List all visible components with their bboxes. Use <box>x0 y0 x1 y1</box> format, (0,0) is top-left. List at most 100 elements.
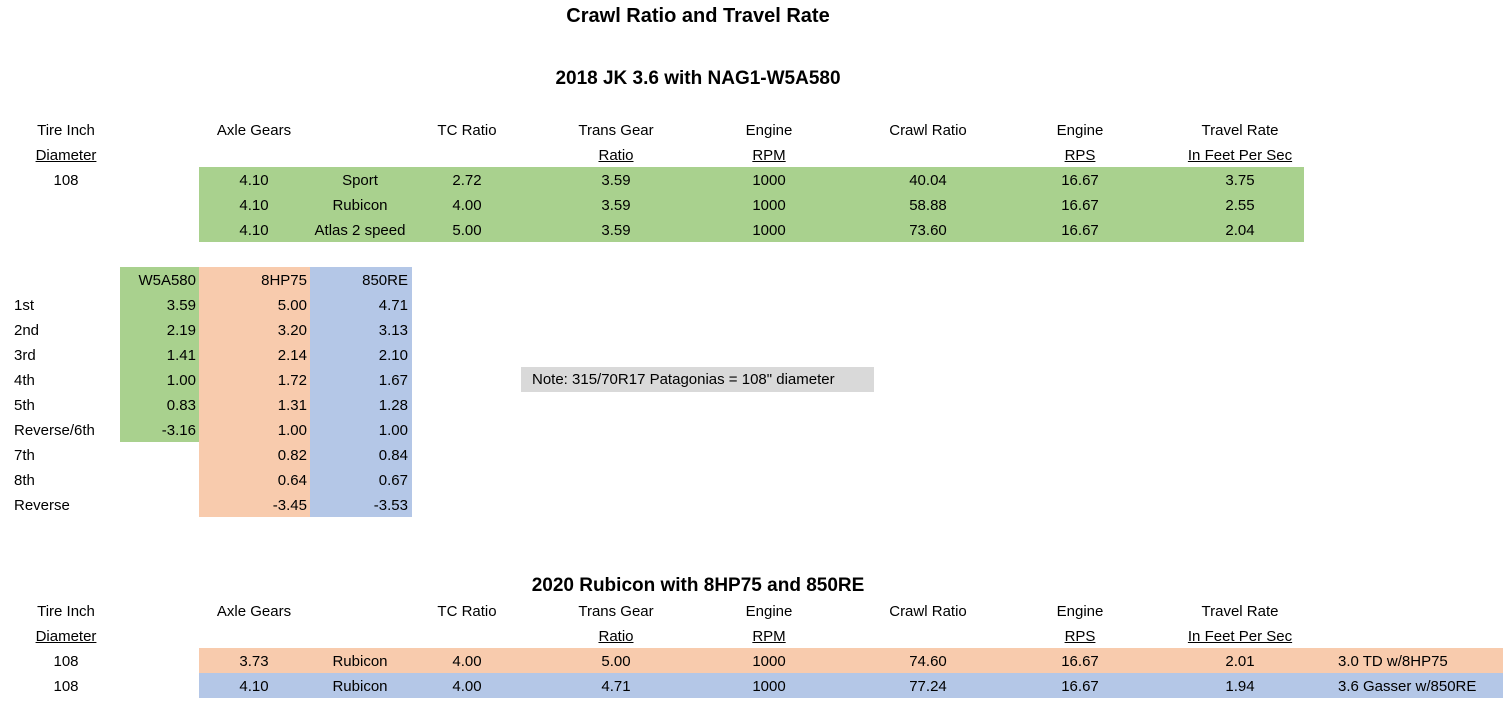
cell-rps: 16.67 <box>1061 653 1099 670</box>
header-trans-line1: Trans Gear <box>578 603 654 620</box>
gear-8hp75: 1.31 <box>277 397 307 414</box>
cell-travel: 2.55 <box>1225 197 1255 214</box>
cell-travel: 2.04 <box>1225 222 1255 239</box>
cell-rps: 16.67 <box>1061 678 1099 695</box>
gear-8hp75: 0.64 <box>277 472 307 489</box>
cell-rpm: 1000 <box>752 222 786 239</box>
cell-transfer: Atlas 2 speed <box>314 222 406 239</box>
cell-rps: 16.67 <box>1061 197 1099 214</box>
header-rpm-line2: RPM <box>752 147 786 164</box>
section1-data-fill <box>199 167 1304 242</box>
header-axle: Axle Gears <box>216 122 292 139</box>
gear-label: 7th <box>14 447 35 464</box>
cell-transfer: Rubicon <box>332 197 388 214</box>
gear-col-header-850re: 850RE <box>362 272 408 289</box>
cell-rps: 16.67 <box>1061 172 1099 189</box>
header-rps-line2: RPS <box>1064 628 1096 645</box>
gear-w5a580: 1.00 <box>166 372 196 389</box>
cell-trans: 3.59 <box>601 172 631 189</box>
header-rpm-line1: Engine <box>745 122 793 139</box>
cell-config-label: 3.0 TD w/8HP75 <box>1338 653 1448 670</box>
gear-w5a580: 3.59 <box>166 297 196 314</box>
section2-row2-fill <box>199 673 1503 698</box>
gear-8hp75: 2.14 <box>277 347 307 364</box>
header-rpm-line1: Engine <box>745 603 793 620</box>
gear-8hp75: 0.82 <box>277 447 307 464</box>
cell-trans: 4.71 <box>601 678 631 695</box>
gear-850re: 0.67 <box>378 472 408 489</box>
cell-rpm: 1000 <box>752 172 786 189</box>
header-axle: Axle Gears <box>216 603 292 620</box>
header-rps-line1: Engine <box>1056 603 1104 620</box>
cell-crawl: 58.88 <box>909 197 947 214</box>
cell-crawl: 40.04 <box>909 172 947 189</box>
gear-w5a580: 1.41 <box>166 347 196 364</box>
gear-label: 5th <box>14 397 35 414</box>
cell-axle: 4.10 <box>239 222 269 239</box>
cell-tc: 5.00 <box>452 222 482 239</box>
header-travel-line1: Travel Rate <box>1201 122 1279 139</box>
header-tire-line2: Diameter <box>35 147 97 164</box>
gear-col-850re-fill <box>310 267 412 517</box>
header-travel-line1: Travel Rate <box>1201 603 1279 620</box>
cell-axle: 4.10 <box>239 172 269 189</box>
gear-850re: 1.00 <box>378 422 408 439</box>
section2-row1-fill <box>199 648 1503 673</box>
header-trans-line2: Ratio <box>598 628 634 645</box>
note-box <box>521 367 874 392</box>
cell-tc: 2.72 <box>452 172 482 189</box>
header-tc: TC Ratio <box>437 603 497 620</box>
gear-col-8hp75-fill <box>199 267 310 517</box>
gear-col-header-w5a580: W5A580 <box>138 272 196 289</box>
gear-col-header-8hp75: 8HP75 <box>261 272 307 289</box>
cell-rpm: 1000 <box>752 653 786 670</box>
page-title: Crawl Ratio and Travel Rate <box>566 5 830 27</box>
cell-travel: 1.94 <box>1225 678 1255 695</box>
header-crawl: Crawl Ratio <box>889 603 967 620</box>
header-rps-line2: RPS <box>1064 147 1096 164</box>
header-trans-line1: Trans Gear <box>578 122 654 139</box>
header-tire-line2: Diameter <box>35 628 97 645</box>
header-rpm-line2: RPM <box>752 628 786 645</box>
header-trans-line2: Ratio <box>598 147 634 164</box>
gear-850re: 1.28 <box>378 397 408 414</box>
gear-8hp75: 5.00 <box>277 297 307 314</box>
gear-label: 8th <box>14 472 35 489</box>
gear-label: 2nd <box>14 322 40 339</box>
gear-8hp75: 1.00 <box>277 422 307 439</box>
gear-850re: 3.13 <box>378 322 408 339</box>
gear-8hp75: -3.45 <box>272 497 307 514</box>
cell-transfer: Rubicon <box>332 678 388 695</box>
cell-trans: 3.59 <box>601 222 631 239</box>
header-travel-line2: In Feet Per Sec <box>1187 147 1293 164</box>
gear-850re: 1.67 <box>378 372 408 389</box>
cell-crawl: 74.60 <box>909 653 947 670</box>
section1-tire-value: 108 <box>53 172 79 189</box>
cell-tc: 4.00 <box>452 653 482 670</box>
gear-label: 3rd <box>14 347 36 364</box>
cell-rps: 16.67 <box>1061 222 1099 239</box>
gear-8hp75: 3.20 <box>277 322 307 339</box>
cell-rpm: 1000 <box>752 678 786 695</box>
header-crawl: Crawl Ratio <box>889 122 967 139</box>
section1-heading: 2018 JK 3.6 with NAG1-W5A580 <box>555 68 841 89</box>
cell-travel: 3.75 <box>1225 172 1255 189</box>
cell-trans: 3.59 <box>601 197 631 214</box>
gear-850re: 2.10 <box>378 347 408 364</box>
cell-tire: 108 <box>53 653 79 670</box>
header-tc: TC Ratio <box>437 122 497 139</box>
cell-travel: 2.01 <box>1225 653 1255 670</box>
header-rps-line1: Engine <box>1056 122 1104 139</box>
cell-transfer: Sport <box>342 172 378 189</box>
gear-850re: 4.71 <box>378 297 408 314</box>
gear-col-w5a580-fill <box>120 267 199 442</box>
gear-label: Reverse <box>14 497 70 514</box>
cell-rpm: 1000 <box>752 197 786 214</box>
cell-axle: 4.10 <box>239 678 269 695</box>
note-text: Note: 315/70R17 Patagonias = 108" diamet… <box>532 371 835 388</box>
cell-tire: 108 <box>53 678 79 695</box>
section2-heading: 2020 Rubicon with 8HP75 and 850RE <box>531 575 865 596</box>
cell-axle: 3.73 <box>239 653 269 670</box>
gear-label: 1st <box>14 297 35 314</box>
cell-trans: 5.00 <box>601 653 631 670</box>
